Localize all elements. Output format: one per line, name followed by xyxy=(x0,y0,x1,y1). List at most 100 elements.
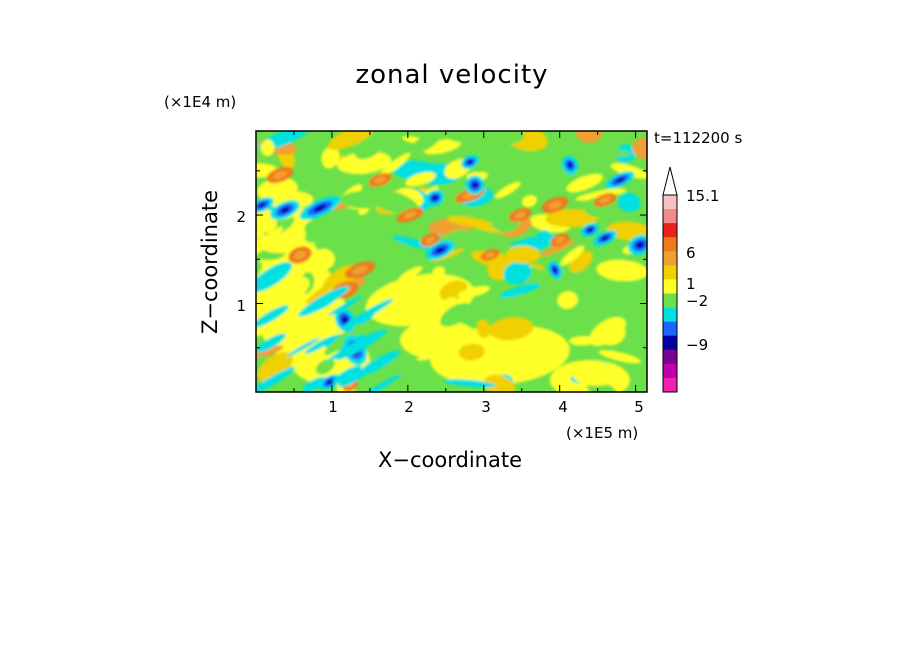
contour-region xyxy=(569,335,597,346)
contour-region xyxy=(504,149,525,171)
contour-region xyxy=(273,170,287,180)
contour-region xyxy=(302,376,326,392)
contour-region xyxy=(440,131,486,144)
contour-region xyxy=(599,196,611,204)
x-axis-label: X−coordinate xyxy=(378,448,522,472)
contour-region xyxy=(374,176,386,184)
contour-region xyxy=(408,131,444,155)
colorbar-label: 15.1 xyxy=(686,187,720,205)
contour-region xyxy=(435,246,445,254)
contour-region xyxy=(632,137,647,160)
y-tick-label: 2 xyxy=(236,208,246,226)
contour-region xyxy=(476,131,525,145)
contour-region xyxy=(494,181,521,199)
y-tick-label: 1 xyxy=(236,297,246,315)
contour-region xyxy=(587,227,593,233)
colorbar-label: 1 xyxy=(686,275,696,293)
contour-region xyxy=(485,252,495,258)
contour-region xyxy=(539,240,576,257)
colorbar xyxy=(662,166,678,393)
contour-region xyxy=(294,250,306,260)
contour-region xyxy=(256,333,286,353)
colorbar-swatch xyxy=(663,363,677,379)
colorbar-swatch xyxy=(663,293,677,308)
contour-region xyxy=(555,236,565,244)
contour-region xyxy=(327,131,376,151)
contour-region xyxy=(560,245,585,266)
contour-region xyxy=(416,348,455,361)
contour-region xyxy=(352,265,368,275)
contour-region xyxy=(610,163,647,179)
contour-region xyxy=(596,259,647,282)
contour-region xyxy=(440,302,471,327)
x-tick-label: 4 xyxy=(558,398,568,416)
contour-region xyxy=(548,200,562,210)
contour-region xyxy=(338,368,370,388)
contour-region xyxy=(315,358,335,375)
x-unit-label: (×1E5 m) xyxy=(566,424,639,442)
contour-region xyxy=(286,337,320,358)
contour-region xyxy=(472,182,478,188)
contour-region xyxy=(263,216,295,237)
contour-region xyxy=(256,305,289,328)
plot-frame xyxy=(255,130,648,393)
contour-region xyxy=(444,379,497,388)
contour-region xyxy=(326,379,334,385)
contour-region xyxy=(395,240,410,259)
contour-region xyxy=(505,245,541,264)
contour-region xyxy=(258,202,266,208)
contour-region xyxy=(432,266,446,278)
contour-region xyxy=(337,151,392,174)
contour-region xyxy=(403,211,417,219)
contour-region xyxy=(335,329,388,361)
contour-region xyxy=(536,230,552,243)
colorbar-arrow xyxy=(662,166,678,196)
contour-region xyxy=(305,336,335,354)
contour-region xyxy=(257,352,293,382)
contour-region xyxy=(341,316,349,324)
contour-region xyxy=(601,150,631,157)
colorbar-swatch xyxy=(663,195,677,210)
contour-region xyxy=(569,250,593,273)
colorbar-swatch xyxy=(663,321,677,337)
contour-region xyxy=(366,189,420,215)
colorbar-label: −9 xyxy=(686,336,709,354)
colorbar-frame xyxy=(662,194,678,393)
contour-region xyxy=(560,296,605,314)
contour-region xyxy=(615,177,625,183)
contour-region xyxy=(449,216,501,234)
contour-region xyxy=(575,188,627,201)
contour-region xyxy=(540,164,587,179)
colorbar-swatch xyxy=(663,377,677,393)
contour-region xyxy=(499,294,545,312)
contour-region xyxy=(617,192,641,212)
contour-region xyxy=(311,295,338,312)
colorbar-swatch xyxy=(663,307,677,323)
colorbar-swatch xyxy=(663,335,677,351)
contour-region xyxy=(432,195,438,201)
contour-region xyxy=(598,350,642,364)
contour-region xyxy=(462,225,493,251)
colorbar-label: −2 xyxy=(686,292,709,310)
colorbar-swatch xyxy=(663,237,677,252)
contour-region xyxy=(405,172,436,187)
contour-region xyxy=(260,139,275,157)
contour-region xyxy=(566,173,603,193)
contour-region xyxy=(545,209,598,228)
contour-region xyxy=(476,319,491,339)
contour-region xyxy=(588,316,627,347)
contour-region xyxy=(313,204,327,212)
contour-region xyxy=(601,235,609,241)
contour-region xyxy=(378,152,411,178)
contour-region xyxy=(256,345,284,363)
colorbar-swatch xyxy=(663,265,677,280)
chart-title: zonal velocity xyxy=(355,60,549,90)
contour-region xyxy=(521,195,537,207)
contour-region xyxy=(514,211,526,219)
contour-region xyxy=(552,267,558,273)
contour-region xyxy=(450,208,485,217)
x-tick-label: 1 xyxy=(328,398,338,416)
contour-region xyxy=(431,297,457,319)
